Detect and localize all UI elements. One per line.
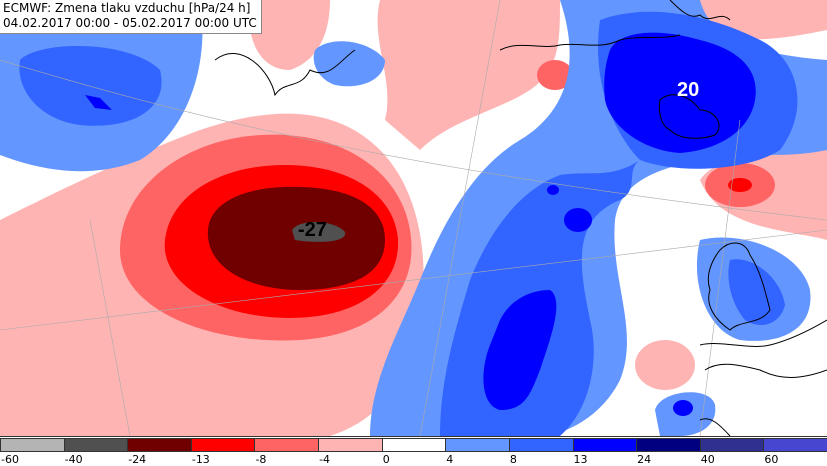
legend-tick-label: 24: [637, 453, 652, 466]
legend-tick-label: -24: [128, 453, 147, 466]
map-title-box: ECMWF: Zmena tlaku vzduchu [hPa/24 h] 04…: [0, 0, 262, 34]
low-center-value: -27: [298, 219, 327, 241]
contour-neg40: [292, 221, 346, 242]
legend-swatch: [699, 438, 765, 452]
legend-swatch: [190, 438, 256, 452]
legend-swatch: [0, 438, 65, 452]
legend-swatch: [318, 438, 383, 452]
contour-pos13-small: [547, 185, 559, 195]
legend-tick-label: 4: [446, 453, 454, 466]
legend-swatch: [381, 438, 447, 452]
contour-neg8-north: [537, 60, 573, 90]
legend-tick-label: 0: [382, 453, 390, 466]
legend-swatch: [763, 438, 827, 452]
contour-neg13-east: [728, 178, 752, 192]
contour-neg4-north: [377, 0, 560, 150]
legend-tick-label: -60: [1, 453, 19, 466]
legend-swatch: [254, 438, 320, 452]
legend-tick-label: 13: [573, 453, 588, 466]
map-valid-period: 04.02.2017 00:00 - 05.02.2017 00:00 UTC: [3, 16, 257, 30]
legend-tick-label: -13: [191, 453, 210, 466]
contour-neg4-south: [635, 340, 695, 390]
legend-tick-label: -8: [255, 453, 267, 466]
legend-swatch: [127, 438, 192, 452]
legend-swatch: [636, 438, 701, 452]
contour-pos13-mid: [564, 208, 592, 232]
coastlines: [214, 0, 827, 436]
map-canvas: -27 20: [0, 0, 827, 436]
graticule: [0, 0, 827, 436]
contour-pos13-uk: [728, 259, 785, 325]
color-legend: -60 -40 -24 -13 -8 -4 0 4 8 13 24 40 60: [0, 436, 827, 466]
contour-pos13-atlantic: [483, 290, 557, 410]
legend-swatch: [63, 438, 129, 452]
legend-swatch: [572, 438, 638, 452]
legend-swatch: [508, 438, 574, 452]
legend-tick-label: 8: [509, 453, 517, 466]
legend-tick-label: -40: [64, 453, 83, 466]
legend-swatch: [445, 438, 510, 452]
contour-neg4-top-left: [249, 0, 330, 70]
contour-pos8-west: [19, 46, 162, 126]
map-title: ECMWF: Zmena tlaku vzduchu [hPa/24 h]: [3, 1, 251, 15]
legend-tick-label: -4: [319, 453, 331, 466]
legend-tick-label: 40: [700, 453, 715, 466]
contour-pos13-iceland: [604, 32, 756, 153]
high-center-value: 20: [677, 79, 699, 101]
contour-pos13-west: [85, 95, 112, 110]
legend-tick-label: 60: [764, 453, 779, 466]
contour-pos13-south: [673, 400, 693, 416]
contour-pos4-greenland: [313, 41, 385, 87]
